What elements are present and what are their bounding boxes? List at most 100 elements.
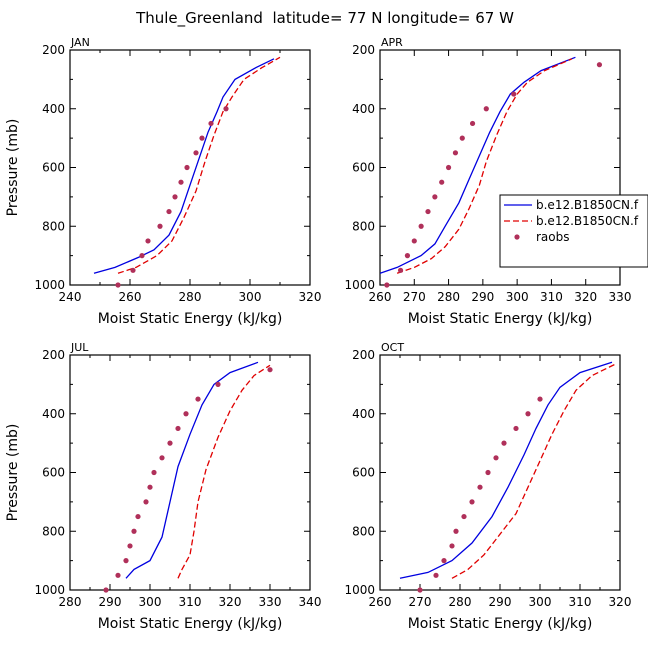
raobs-point xyxy=(453,528,459,534)
x-tick-label: 300 xyxy=(239,290,262,304)
raobs-point xyxy=(537,396,543,402)
panel-apr: APR 260 270 280 290 300 310 320 330 200 400 600 800 1… xyxy=(344,36,648,327)
x-tick-label: 280 xyxy=(437,290,460,304)
series-line-model-1 xyxy=(93,58,275,274)
series-line-model-2 xyxy=(177,364,271,579)
raobs-point xyxy=(596,62,603,68)
raobs-point xyxy=(441,558,447,564)
y-tick-label: 600 xyxy=(42,466,65,480)
raobs-point xyxy=(159,455,165,461)
raobs-point xyxy=(127,543,133,549)
y-tick-label: 400 xyxy=(42,102,65,116)
raobs-point xyxy=(130,267,136,273)
raobs-point xyxy=(103,587,109,593)
x-tick-label: 270 xyxy=(409,595,432,609)
legend-label: b.e12.B1850CN.f xyxy=(536,198,639,212)
raobs-point xyxy=(184,164,190,171)
raobs-point xyxy=(208,120,214,127)
panel-jul: JUL 280 290 300 310 320 330 340 200 400 600 800 1000… xyxy=(5,341,321,632)
raobs-point xyxy=(115,572,121,578)
y-tick-label: 600 xyxy=(352,466,375,480)
x-tick-label: 260 xyxy=(369,290,392,304)
panel-jan: JAN 240 260 280 300 320 200 400 600 800 1000 Moist … xyxy=(5,36,321,327)
raobs-point xyxy=(477,484,483,490)
x-tick-label: 270 xyxy=(403,290,426,304)
x-tick-label: 320 xyxy=(609,595,632,609)
raobs-point xyxy=(483,106,489,112)
raobs-point xyxy=(151,469,157,476)
series-line-model-1 xyxy=(399,361,613,579)
x-tick-label: 320 xyxy=(219,595,242,609)
y-tick-label: 200 xyxy=(42,348,65,362)
x-tick-label: 290 xyxy=(471,290,494,304)
series-line-model-1 xyxy=(380,56,576,274)
raobs-point xyxy=(469,120,476,127)
raobs-point xyxy=(459,135,465,141)
series-line-model-2 xyxy=(396,58,573,274)
x-tick-label: 260 xyxy=(369,595,392,609)
series-group xyxy=(125,361,271,579)
x-tick-label: 320 xyxy=(299,290,322,304)
raobs-point xyxy=(397,267,404,273)
y-tick-label: 600 xyxy=(352,161,375,175)
y-axis-label: Pressure (mb) xyxy=(5,119,21,217)
y-tick-label: 1000 xyxy=(34,583,65,597)
raobs-point xyxy=(511,91,517,97)
x-tick-label: 260 xyxy=(119,290,142,304)
raobs-point xyxy=(199,135,205,141)
x-tick-label: 310 xyxy=(569,595,592,609)
raobs-point xyxy=(178,179,184,185)
legend: b.e12.B1850CN.f b.e12.B1850CN.f raobs xyxy=(499,194,648,268)
raobs-point xyxy=(145,238,151,244)
raobs-point xyxy=(195,396,201,402)
raobs-point xyxy=(115,282,121,288)
legend-box xyxy=(499,194,648,268)
x-axis-label: Moist Static Energy (kJ/kg) xyxy=(408,311,593,327)
raobs-point xyxy=(166,208,172,215)
raobs-point xyxy=(404,253,411,259)
series-group xyxy=(380,56,576,274)
raobs-point xyxy=(513,425,519,432)
x-tick-label: 300 xyxy=(506,290,529,304)
raobs-point xyxy=(449,543,455,549)
raobs-point xyxy=(172,194,178,200)
x-tick-label: 310 xyxy=(540,290,563,304)
raobs-point xyxy=(445,164,452,171)
x-tick-label: 310 xyxy=(179,595,202,609)
legend-marker xyxy=(514,234,520,240)
panels: JAN 240 260 280 300 320 200 400 600 800 1000 Moist … xyxy=(5,36,648,632)
raobs-point xyxy=(135,513,141,520)
raobs-point xyxy=(452,150,459,156)
x-tick-label: 320 xyxy=(574,290,597,304)
series-line-model-2 xyxy=(117,56,281,274)
raobs-point xyxy=(267,367,273,373)
y-tick-label: 400 xyxy=(352,102,375,116)
raobs-point xyxy=(501,440,507,446)
legend-label: b.e12.B1850CN.f xyxy=(536,214,639,228)
plot-frame xyxy=(69,49,311,286)
y-tick-label: 200 xyxy=(352,43,375,57)
x-axis-label: Moist Static Energy (kJ/kg) xyxy=(408,616,593,632)
raobs-point xyxy=(131,528,137,534)
raobs-point xyxy=(223,106,229,112)
panel-label: JAN xyxy=(70,36,90,49)
raobs-point xyxy=(417,587,423,593)
raobs-point xyxy=(167,440,173,446)
raobs-point xyxy=(147,484,153,490)
raobs-point xyxy=(439,179,445,185)
series-line-model-1 xyxy=(125,361,259,579)
y-tick-label: 1000 xyxy=(344,278,375,292)
panel-label: JUL xyxy=(70,341,89,354)
x-tick-label: 330 xyxy=(609,290,632,304)
y-tick-label: 800 xyxy=(352,524,375,538)
plot-frame xyxy=(379,354,621,591)
x-tick-label: 300 xyxy=(139,595,162,609)
y-tick-label: 600 xyxy=(42,161,65,175)
panel-label: OCT xyxy=(381,341,404,354)
x-tick-label: 290 xyxy=(99,595,122,609)
x-axis-label: Moist Static Energy (kJ/kg) xyxy=(98,311,283,327)
raobs-point xyxy=(425,208,431,215)
raobs-point xyxy=(215,381,221,387)
raobs-point xyxy=(432,194,438,200)
